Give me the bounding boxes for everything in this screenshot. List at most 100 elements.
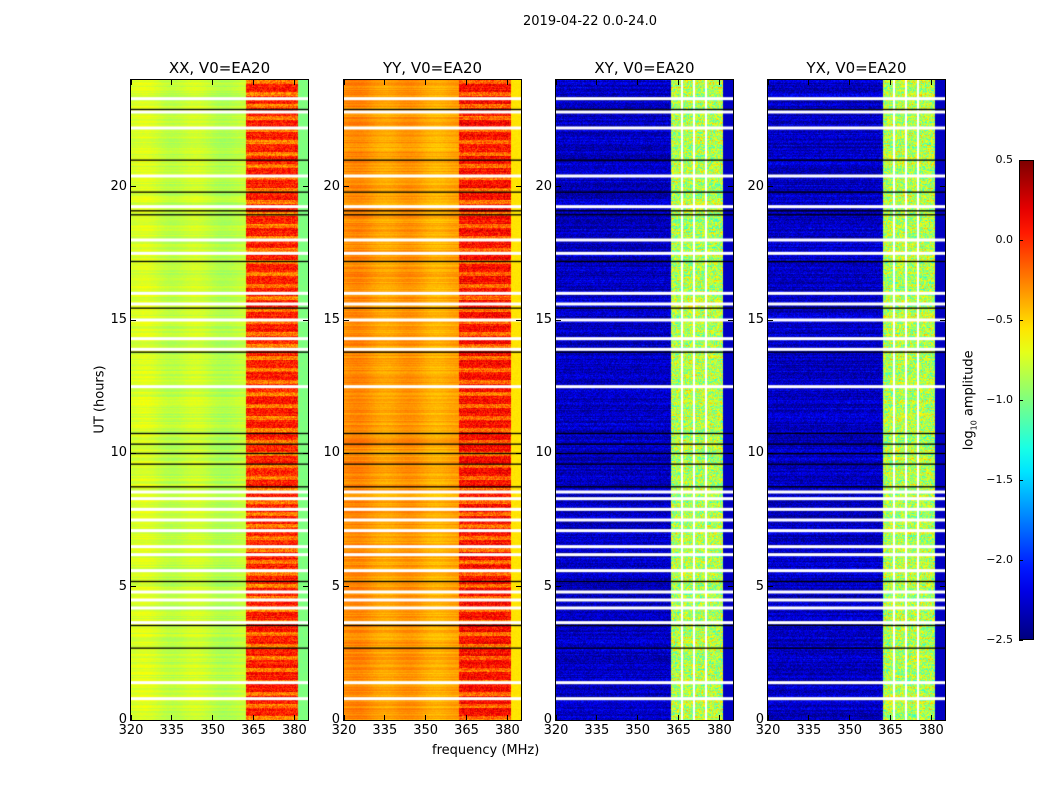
y-tick — [940, 586, 945, 588]
x-tick — [678, 715, 680, 720]
x-tick — [293, 80, 295, 85]
x-tick — [171, 80, 173, 85]
y-tick — [556, 719, 561, 721]
panel-title: YY, V0=EA20 — [382, 59, 483, 77]
y-tick — [303, 719, 308, 721]
x-tick — [596, 715, 598, 720]
y-tick — [516, 719, 521, 721]
x-tick — [808, 80, 810, 85]
y-tick — [556, 319, 561, 321]
x-tick — [212, 715, 214, 720]
x-tick — [293, 715, 295, 720]
y-tick — [131, 186, 136, 188]
y-tick — [131, 452, 136, 454]
x-tick — [253, 80, 255, 85]
y-tick — [556, 452, 561, 454]
y-tick-label: 20 — [323, 178, 340, 194]
y-tick-label: 15 — [110, 312, 127, 327]
y-tick-label: 0 — [543, 712, 552, 727]
y-tick — [516, 319, 521, 321]
heatmap-cells — [131, 80, 308, 720]
y-tick — [344, 719, 349, 721]
x-tick-label: 320 — [755, 723, 781, 738]
colorbar-tick — [1019, 559, 1023, 561]
y-tick — [131, 586, 136, 588]
y-tick — [940, 719, 945, 721]
y-tick — [344, 452, 349, 454]
x-tick — [767, 715, 769, 720]
colorbar-tick — [1019, 319, 1023, 321]
x-tick — [343, 715, 345, 720]
y-tick — [344, 319, 349, 321]
x-tick — [808, 715, 810, 720]
heatmap-cells — [556, 80, 733, 720]
x-tick-label: 365 — [878, 723, 903, 738]
y-tick — [556, 586, 561, 588]
y-tick-label: 10 — [323, 445, 340, 461]
x-tick — [678, 80, 680, 85]
y-tick — [344, 186, 349, 188]
y-tick-label: 5 — [543, 578, 552, 594]
y-tick-label: 5 — [331, 578, 340, 594]
y-tick — [728, 719, 733, 721]
y-tick — [556, 186, 561, 188]
x-tick — [130, 80, 132, 85]
x-tick — [384, 80, 386, 85]
x-tick-label: 380 — [281, 723, 307, 738]
x-tick — [718, 80, 720, 85]
x-tick-label: 320 — [118, 723, 144, 738]
colorbar-label-log: log — [961, 430, 977, 451]
y-tick — [516, 452, 521, 454]
x-tick-label: 335 — [159, 723, 185, 738]
y-tick — [516, 586, 521, 588]
x-tick — [596, 80, 598, 85]
x-tick — [637, 80, 639, 85]
x-tick — [425, 80, 427, 85]
panel-title: YX, V0=EA20 — [806, 59, 907, 77]
panel-title: XY, V0=EA20 — [594, 59, 695, 77]
x-tick-label: 320 — [543, 723, 569, 738]
x-tick — [890, 715, 892, 720]
x-tick — [343, 80, 345, 85]
colorbar-tick-label: 0.0 — [995, 233, 1014, 246]
colorbar-tick — [1019, 399, 1023, 401]
x-tick — [930, 715, 932, 720]
y-tick-label: 10 — [110, 445, 127, 461]
y-tick-label: 20 — [535, 178, 552, 194]
x-tick — [767, 80, 769, 85]
y-tick — [940, 452, 945, 454]
x-tick — [506, 80, 508, 85]
x-tick — [930, 80, 932, 85]
x-tick — [555, 715, 557, 720]
y-tick — [768, 719, 773, 721]
colorbar-label-rest: amplitude — [961, 350, 977, 421]
panel-title: XX, V0=EA20 — [168, 59, 271, 77]
colorbar-label: log10 amplitude — [962, 340, 979, 460]
x-tick-label: 350 — [200, 723, 226, 738]
figure-title: 2019-04-22 0.0-24.0 — [523, 14, 657, 29]
y-axis-label: UT (hours) — [92, 365, 108, 434]
x-tick — [425, 715, 427, 720]
y-tick — [516, 186, 521, 188]
y-tick — [303, 186, 308, 188]
colorbar-tick — [1019, 159, 1023, 161]
x-tick — [849, 80, 851, 85]
colorbar-tick-label: −2.5 — [986, 633, 1013, 646]
x-tick-label: 380 — [918, 723, 944, 738]
y-tick-label: 20 — [747, 178, 764, 194]
y-tick — [303, 452, 308, 454]
x-tick — [253, 715, 255, 720]
y-tick — [728, 319, 733, 321]
x-tick — [384, 715, 386, 720]
heatmap-cells — [344, 80, 521, 720]
colorbar-tick-label: −0.5 — [986, 313, 1013, 326]
y-tick-label: 0 — [331, 712, 340, 727]
heatmap-cells — [768, 80, 945, 720]
x-tick — [890, 80, 892, 85]
x-tick — [849, 715, 851, 720]
y-tick — [768, 452, 773, 454]
colorbar-label-sub: 10 — [969, 420, 979, 431]
colorbar-tick-label: −2.0 — [986, 553, 1013, 566]
y-tick — [940, 319, 945, 321]
y-tick-label: 10 — [747, 445, 764, 461]
